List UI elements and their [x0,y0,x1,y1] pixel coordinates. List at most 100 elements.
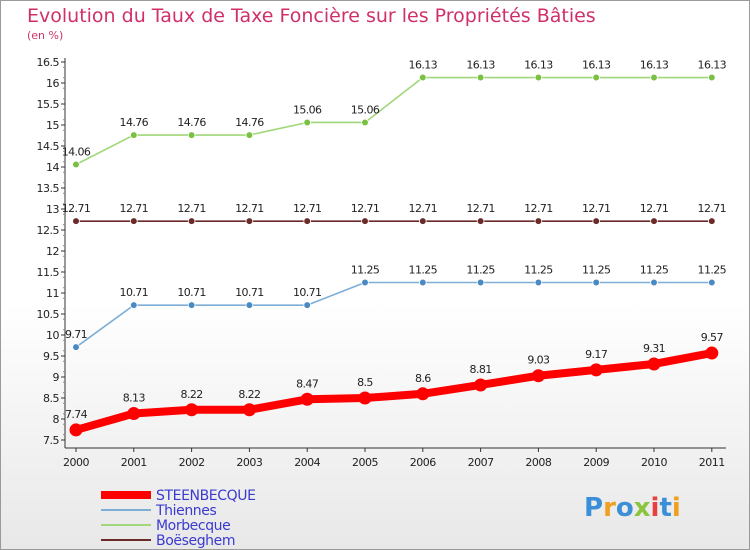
data-point [707,278,716,287]
legend-entry: STEENBECQUE [156,488,256,504]
data-label: 11.25 [640,264,669,277]
data-point [416,387,430,401]
data-point [705,346,719,360]
data-point [187,301,196,309]
data-label: 12.71 [235,202,264,215]
data-label: 16.13 [582,59,611,72]
data-point [361,118,369,127]
data-point [361,217,369,225]
y-tick-label: 9 [53,371,60,384]
data-point [300,392,314,406]
y-tick-label: 15 [46,119,59,132]
x-tick-label: 2010 [641,456,667,469]
data-label: 10.71 [235,286,264,299]
data-point [130,301,138,309]
data-point [187,217,196,225]
data-label: 12.71 [698,202,727,215]
data-label: 9.17 [585,348,608,361]
data-label: 8.22 [181,388,203,401]
data-label: 12.71 [409,202,438,215]
data-point [534,278,543,287]
data-point [592,73,600,82]
y-tick-label: 16.5 [37,56,60,69]
y-tick-label: 9.5 [43,350,59,363]
data-point [650,73,658,82]
data-label: 8.81 [470,363,492,376]
data-point [130,131,138,139]
data-point [476,278,485,287]
data-label: 12.71 [351,202,380,215]
data-label: 11.25 [466,264,495,277]
data-label: 12.71 [177,202,206,215]
y-tick-label: 12 [46,245,59,258]
chart-title: Evolution du Taux de Taxe Foncière sur l… [27,5,596,27]
data-point [245,131,254,139]
data-point [418,217,427,225]
y-tick-label: 14 [46,161,59,174]
data-label: 11.25 [409,264,438,277]
y-axis-unit: (en %) [27,29,64,42]
data-label: 15.06 [293,103,322,116]
data-point [127,407,141,421]
x-tick-label: 2011 [699,456,725,469]
y-tick-label: 11 [46,287,59,300]
data-label: 8.6 [415,372,431,385]
data-point [534,73,543,82]
legend-entry: Morbecque [156,518,230,534]
data-point [187,131,196,139]
data-point [418,73,427,82]
series-line-morbecque [75,76,712,166]
data-label: 16.13 [466,59,495,72]
y-tick-label: 13.5 [37,182,60,195]
data-point [72,160,80,169]
data-point [650,278,658,287]
legend-entry: Thiennes [155,503,216,519]
x-tick-label: 2000 [63,456,89,469]
y-tick-label: 16 [46,77,59,90]
data-label: 8.13 [123,392,146,405]
data-label: 9.71 [65,328,87,341]
data-label: 11.25 [351,264,380,277]
data-label: 16.13 [409,59,438,72]
data-label: 14.76 [120,116,149,129]
x-tick-label: 2009 [583,456,609,469]
data-point [476,217,485,225]
data-point [185,403,199,417]
y-tick-label: 10 [46,329,59,342]
data-point [418,278,427,287]
y-tick-label: 14.5 [37,140,60,153]
x-tick-label: 2004 [294,456,320,469]
x-tick-label: 2003 [236,456,262,469]
x-tick-label: 2008 [525,456,551,469]
x-tick-label: 2001 [121,456,147,469]
data-point [589,363,603,377]
data-point [303,118,312,127]
data-label: 8.47 [296,377,319,390]
data-label: 16.13 [524,59,553,72]
data-point [534,217,543,225]
data-label: 11.25 [698,264,727,277]
data-label: 10.71 [177,286,206,299]
y-tick-label: 12.5 [37,224,60,237]
data-label: 14.06 [62,145,91,158]
data-label: 10.71 [293,286,322,299]
data-point [130,217,138,225]
data-point [707,217,716,225]
data-label: 14.76 [177,116,206,129]
data-label: 14.76 [235,116,264,129]
x-tick-label: 2006 [410,456,436,469]
data-label: 12.71 [466,202,495,215]
data-label: 12.71 [293,202,322,215]
data-label: 10.71 [120,286,149,299]
x-tick-label: 2002 [179,456,205,469]
data-point [707,73,716,82]
data-point [358,391,372,405]
data-point [650,217,658,225]
y-tick-label: 8 [53,413,60,426]
data-point [474,378,488,392]
data-label: 9.03 [527,354,550,367]
data-point [592,217,600,225]
data-label: 9.31 [643,342,665,355]
